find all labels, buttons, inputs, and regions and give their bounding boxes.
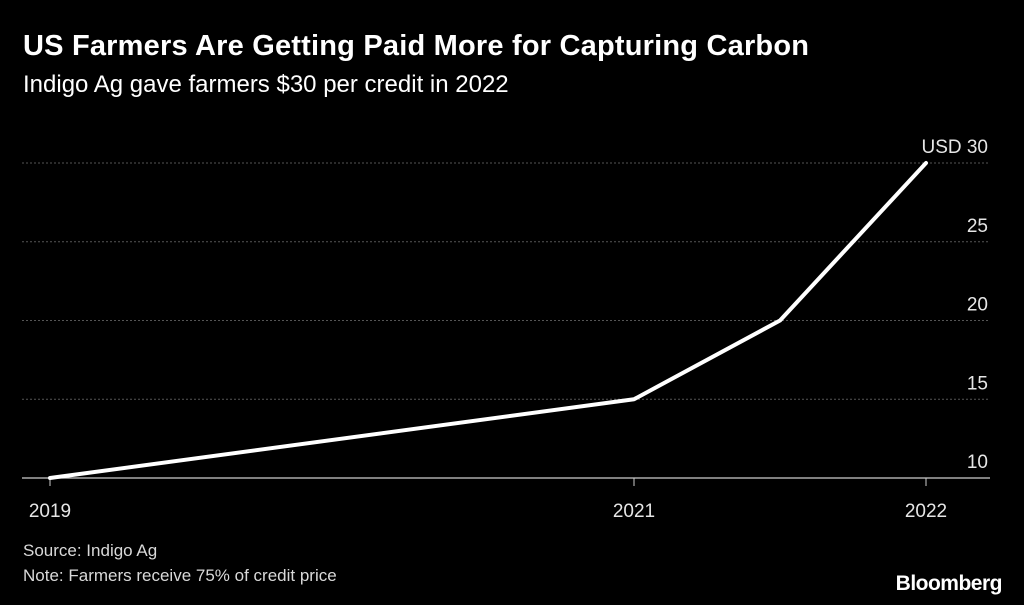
x-tick-label: 2022: [905, 501, 947, 522]
series-layer: [48, 161, 928, 480]
y-tick-label: 25: [967, 216, 988, 237]
footnote: Note: Farmers receive 75% of credit pric…: [23, 566, 337, 585]
y-tick-label: 20: [967, 295, 988, 316]
series-line: [48, 161, 928, 480]
axis-layer: [22, 477, 990, 486]
x-tick-label: 2021: [613, 501, 655, 522]
y-tick-label: USD 30: [921, 137, 988, 158]
y-tick-label: 15: [967, 373, 988, 394]
source-note: Source: Indigo Ag: [23, 541, 158, 560]
y-tick-label: 10: [967, 452, 988, 473]
bloomberg-logo: Bloomberg: [895, 572, 1003, 595]
grid-layer: [22, 162, 990, 400]
label-layer: 10 15 20 25 USD 30 2019 2021 2022: [29, 137, 988, 522]
x-tick-label: 2019: [29, 501, 71, 522]
chart-subtitle: Indigo Ag gave farmers $30 per credit in…: [23, 71, 509, 98]
chart-title: US Farmers Are Getting Paid More for Cap…: [23, 30, 810, 62]
